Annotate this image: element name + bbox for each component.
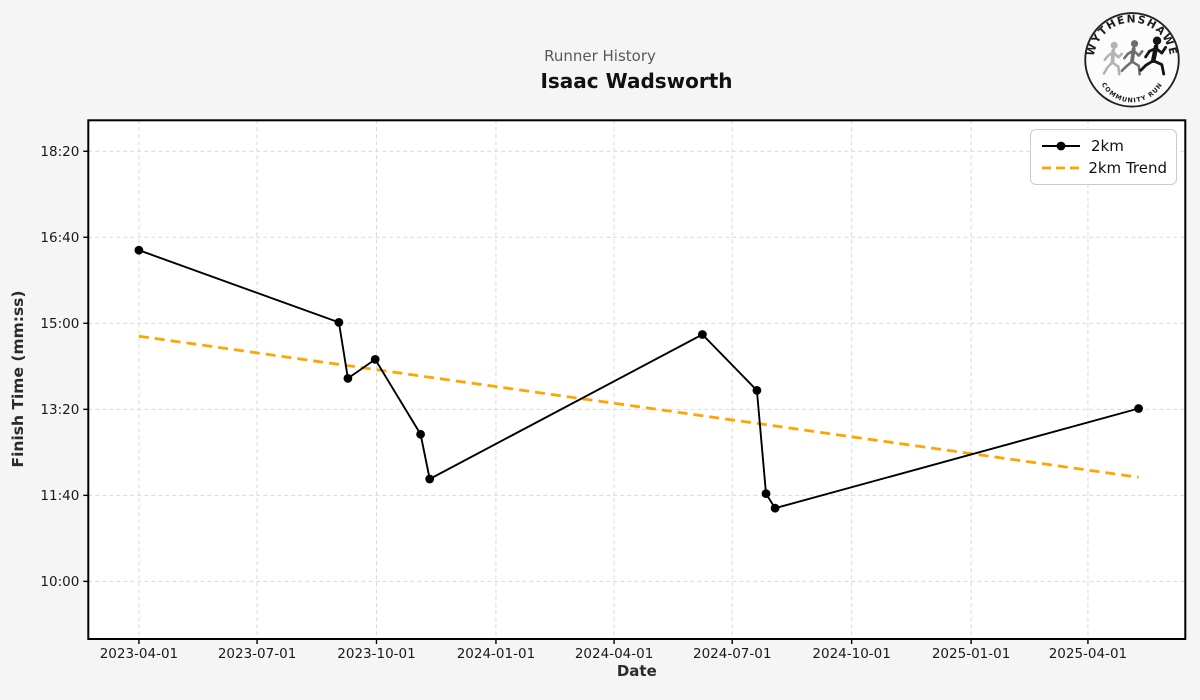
club-logo: WYTHENSHAWE COMMUNITY RUN — [1081, 8, 1183, 110]
x-tick-label: 2024-07-01 — [693, 646, 771, 662]
data-point — [334, 318, 344, 327]
x-tick-label: 2025-04-01 — [1049, 646, 1127, 662]
legend-label-2km: 2km — [1091, 137, 1124, 155]
data-point — [1134, 404, 1143, 413]
legend-swatch-2km-line — [1042, 141, 1080, 151]
y-tick-label: 16:40 — [40, 230, 79, 246]
y-tick-label: 13:20 — [40, 402, 79, 418]
data-point — [425, 474, 435, 484]
x-axis-label: Date — [617, 662, 657, 680]
runner-silhouette-light — [1102, 41, 1124, 76]
data-point — [770, 503, 780, 513]
runner-silhouette-dark — [1139, 36, 1168, 76]
x-tick-label: 2023-07-01 — [218, 646, 296, 662]
x-tick-label: 2024-04-01 — [575, 646, 653, 662]
x-tick-label: 2023-10-01 — [337, 646, 415, 662]
y-tick-label: 10:00 — [40, 574, 79, 590]
figure-subtitle: Runner History — [544, 47, 656, 65]
plot-area — [88, 120, 1186, 640]
x-tick-label: 2024-01-01 — [457, 646, 535, 662]
legend-item-2km-trend: 2km Trend — [1040, 159, 1167, 177]
data-point — [416, 429, 425, 439]
club-logo-graphic: WYTHENSHAWE COMMUNITY RUN — [1084, 12, 1180, 108]
plot-border — [87, 119, 1187, 641]
data-point — [370, 355, 380, 364]
legend-label-2km-trend: 2km Trend — [1088, 159, 1167, 177]
data-point — [343, 374, 353, 383]
legend-item-2km: 2km — [1040, 137, 1167, 155]
x-tick-label: 2024-10-01 — [812, 646, 890, 662]
y-axis-label: Finish Time (mm:ss) — [9, 291, 27, 468]
runner-silhouette-mid — [1120, 40, 1144, 76]
data-point — [761, 489, 771, 498]
data-point — [698, 330, 707, 339]
x-tick-label: 2025-01-01 — [932, 646, 1010, 662]
data-point — [134, 245, 144, 255]
x-tick-label: 2023-04-01 — [100, 646, 178, 662]
y-tick-label: 15:00 — [40, 316, 79, 332]
legend-swatch-trend-line — [1042, 166, 1080, 170]
data-point — [752, 386, 762, 395]
y-tick-label: 11:40 — [40, 488, 79, 504]
y-tick-label: 18:20 — [40, 144, 79, 160]
runner-icon — [1102, 36, 1168, 76]
legend: 2km 2km Trend — [1030, 129, 1177, 185]
page-title: Isaac Wadsworth — [540, 69, 733, 93]
